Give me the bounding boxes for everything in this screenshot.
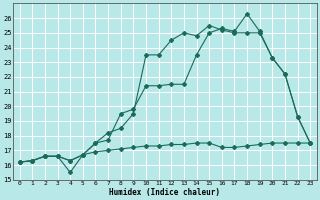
X-axis label: Humidex (Indice chaleur): Humidex (Indice chaleur) bbox=[109, 188, 220, 197]
